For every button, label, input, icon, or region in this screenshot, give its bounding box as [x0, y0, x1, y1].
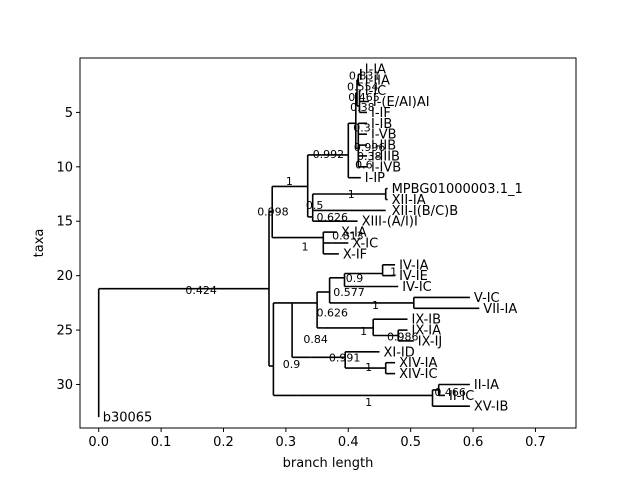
leaf-label: IX-IB [412, 313, 442, 328]
x-tick-label: 0.1 [151, 435, 172, 450]
leaf-label: IX-IA [412, 324, 442, 339]
leaf-label: I-IIB [371, 139, 396, 154]
support-value: 0.554 [347, 80, 379, 93]
leaf-label: X-IF [343, 247, 367, 262]
leaf-label: I-IVB [371, 160, 401, 175]
y-tick-label: 25 [56, 324, 73, 339]
y-tick-label: 5 [65, 106, 73, 121]
leaf-label: XV-IB [474, 400, 508, 415]
leaf-labels: I-IAI-IIAI-ICI-(E/AI)AII-IFI-IBI-VBI-IIB… [103, 62, 523, 425]
support-value: 0.996 [354, 141, 386, 154]
leaf-label: XIV-IC [399, 367, 437, 382]
y-tick-label: 15 [56, 215, 73, 230]
leaf-label: V-IC [474, 291, 500, 306]
leaf-label: I-IA [365, 62, 386, 77]
plot-frame [79, 57, 577, 429]
x-axis-label: branch length [283, 456, 374, 471]
support-value: 0.465 [348, 91, 380, 104]
y-tick-label: 20 [56, 269, 73, 284]
support-value: 0.9 [346, 272, 364, 285]
leaf-label: MPBG01000003.1_1 [392, 182, 523, 197]
leaf-label: XI-ID [384, 345, 415, 360]
support-value: 1 [390, 265, 397, 278]
leaf-label: I-IB [371, 117, 392, 132]
support-value: 0.3 [353, 122, 371, 135]
leaf-label: X-IA [341, 226, 367, 241]
leaf-label: b30065 [103, 411, 153, 426]
leaf-label: I-IC [365, 84, 386, 99]
support-value: 1 [302, 240, 309, 253]
leaf-label: IV-IC [402, 280, 432, 295]
leaf-label: XII-IA [392, 193, 426, 208]
leaf-label: I-(E/AI)AI [373, 95, 430, 110]
support-value: 0.998 [257, 205, 289, 218]
x-tick-label: 0.3 [276, 435, 297, 450]
leaf-label: II-IC [449, 389, 474, 404]
leaf-label: I-IF [371, 106, 391, 121]
leaf-label: I-IIIB [371, 149, 400, 164]
y-tick-label: 30 [56, 378, 73, 393]
support-value: 0.991 [329, 351, 361, 364]
leaf-label: IV-IE [399, 269, 428, 284]
x-tick-label: 0.6 [463, 435, 484, 450]
x-tick-label: 0.4 [338, 435, 359, 450]
leaf-label: IV-IA [399, 258, 428, 273]
support-value: 1 [360, 325, 367, 338]
support-value: 1 [372, 299, 379, 312]
leaf-label: I-VB [371, 128, 397, 143]
support-value: 1 [365, 396, 372, 409]
x-axis-ticks: 0.0 0.1 0.2 0.3 0.4 0.5 0.6 0.7 [88, 428, 546, 450]
leaf-label: II-IA [474, 378, 499, 393]
support-value: 0.831 [349, 69, 381, 82]
support-value: 0.424 [185, 284, 217, 297]
y-axis-label: taxa [32, 229, 47, 258]
x-tick-label: 0.0 [88, 435, 109, 450]
support-value: 0.992 [313, 148, 345, 161]
support-value: 1 [365, 361, 372, 374]
leaf-label: X-IC [352, 237, 378, 252]
support-value: 0.813 [332, 229, 364, 242]
support-value: 0.84 [303, 333, 328, 346]
leaf-label: XIII-(A/I)I [362, 215, 418, 230]
x-tick-label: 0.2 [213, 435, 234, 450]
leaf-label: XIV-IA [399, 356, 437, 371]
support-value: 0.986 [387, 331, 419, 344]
leaf-label: IX-IJ [418, 334, 442, 349]
x-tick-label: 0.7 [525, 435, 546, 450]
leaf-label: XII-I(B/C)B [392, 204, 459, 219]
leaf-label: VII-IA [483, 302, 517, 317]
support-value: 0.626 [317, 211, 349, 224]
support-value: 0.466 [434, 386, 466, 399]
support-values: 0.4240.99810.9920.8310.5540.4650.380.30.… [185, 69, 466, 409]
support-value: 0.38 [357, 150, 382, 163]
leaf-label: I-IP [365, 171, 385, 186]
support-value: 1 [286, 175, 293, 188]
support-value: 0.5 [306, 199, 324, 212]
support-value: 0.38 [350, 101, 375, 114]
x-tick-label: 0.5 [400, 435, 421, 450]
support-value: 1 [348, 188, 355, 201]
leaf-label: I-IIA [365, 73, 390, 88]
support-value: 0.6 [355, 159, 373, 172]
tree-branches [97, 68, 480, 418]
y-tick-label: 10 [56, 160, 73, 175]
y-axis-ticks: 5 10 15 20 25 30 [56, 106, 80, 393]
support-value: 0.9 [283, 358, 301, 371]
support-value: 0.626 [317, 307, 349, 320]
support-value: 0.577 [333, 286, 365, 299]
